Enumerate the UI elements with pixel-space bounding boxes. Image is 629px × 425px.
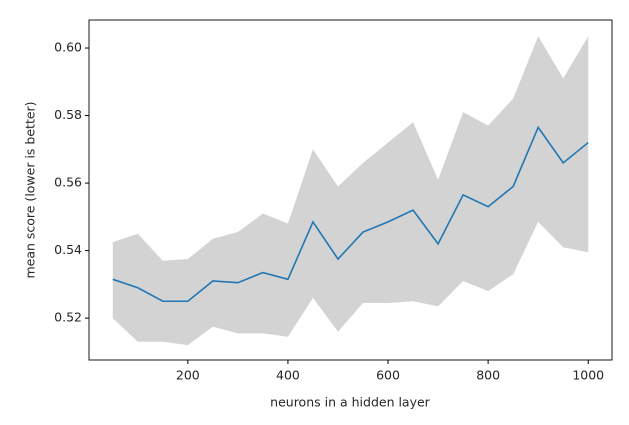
x-axis-label: neurons in a hidden layer <box>270 395 431 410</box>
y-tick-label: 0.58 <box>54 107 82 122</box>
y-axis-label: mean score (lower is better) <box>23 101 38 278</box>
x-tick-label: 1000 <box>572 368 604 383</box>
y-tick-label: 0.52 <box>54 310 82 325</box>
y-tick-label: 0.60 <box>54 40 82 55</box>
x-tick-label: 200 <box>176 368 200 383</box>
x-tick-label: 800 <box>476 368 500 383</box>
y-tick-label: 0.56 <box>54 175 82 190</box>
plot-frame <box>88 19 613 361</box>
x-tick-label: 400 <box>276 368 300 383</box>
confidence-band <box>112 36 589 346</box>
mean-line <box>112 125 589 303</box>
y-tick-label: 0.54 <box>54 242 82 257</box>
x-tick-label: 600 <box>376 368 400 383</box>
